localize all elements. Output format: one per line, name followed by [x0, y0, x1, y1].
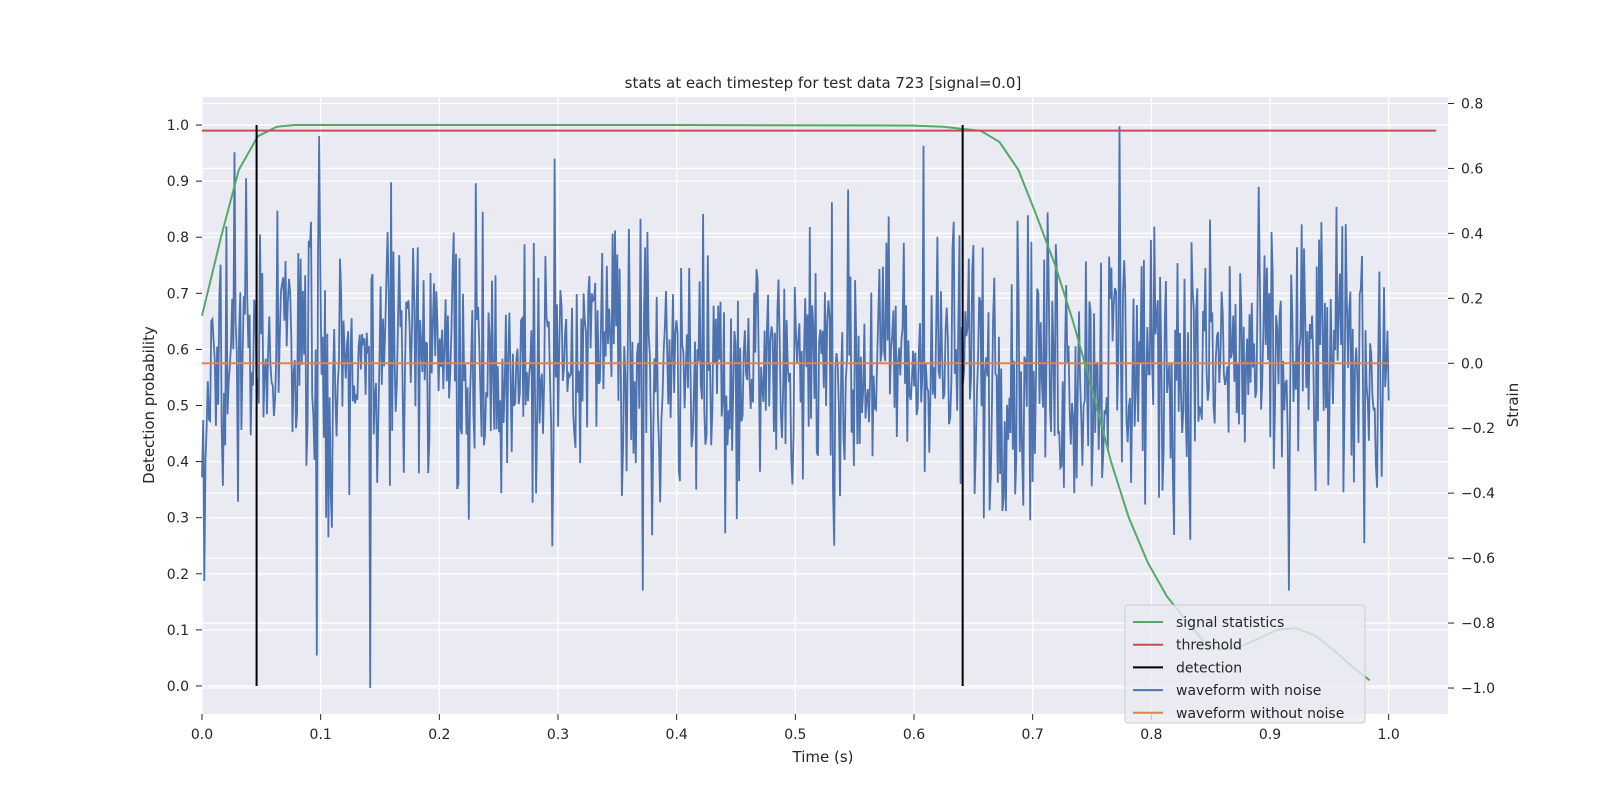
- y-left-tick-label: 0.7: [167, 286, 189, 302]
- x-tick-label: 0.2: [428, 727, 450, 743]
- chart-title: stats at each timestep for test data 723…: [625, 74, 1022, 92]
- y-left-tick-label: 0.9: [167, 174, 189, 190]
- legend-box: [1124, 604, 1366, 724]
- y-right-tick-label: −0.6: [1461, 551, 1495, 567]
- y-left-tick-label: 0.1: [167, 623, 189, 639]
- series-waveform-with-noise: [201, 126, 1390, 689]
- x-tick-label: 0.3: [547, 727, 569, 743]
- y-right-tick-label: 0.2: [1461, 291, 1483, 307]
- y-right-tick-label: −0.2: [1461, 421, 1495, 437]
- y-right-tick-label: 0.4: [1461, 226, 1483, 242]
- y-left-tick-label: 0.0: [167, 679, 189, 695]
- y-right-tick-label: 0.0: [1461, 356, 1483, 372]
- x-tick-label: 0.0: [191, 727, 213, 743]
- y-left-tick-label: 1.0: [167, 118, 189, 134]
- y-right-tick-label: −0.8: [1461, 616, 1495, 632]
- legend-label: waveform with noise: [1176, 683, 1321, 699]
- x-tick-label: 0.9: [1259, 727, 1281, 743]
- y-right-tick-label: 0.6: [1461, 161, 1483, 177]
- y-axis-right-label: Strain: [1504, 383, 1522, 427]
- y-left-tick-label: 0.5: [167, 399, 189, 415]
- legend-label: signal statistics: [1176, 615, 1284, 631]
- y-left-tick-label: 0.2: [167, 567, 189, 583]
- x-tick-label: 0.6: [903, 727, 925, 743]
- y-right-tick-label: −1.0: [1461, 681, 1495, 697]
- y-left-tick-label: 0.4: [167, 455, 189, 471]
- legend-label: threshold: [1176, 638, 1242, 654]
- legend-label: waveform without noise: [1176, 706, 1344, 722]
- axes: 0.0 0.1 0.2 0.3 0.4 0.5 0.6 0.7 0.8 0.9 1.0 0.0 0.1 0…: [167, 96, 1495, 743]
- legend-items: signal statistics threshold detection wavef…: [1133, 615, 1344, 722]
- y-right-tick-label: 0.8: [1461, 96, 1483, 112]
- y-left-tick-label: 0.8: [167, 230, 189, 246]
- y-axis-left-label: Detection probability: [140, 326, 158, 484]
- x-tick-label: 0.1: [310, 727, 332, 743]
- legend: signal statistics threshold detection wavef…: [1124, 604, 1366, 724]
- x-tick-label: 0.4: [666, 727, 688, 743]
- legend-label: detection: [1176, 660, 1242, 676]
- x-axis-label: Time (s): [792, 748, 854, 766]
- y-left-tick-label: 0.3: [167, 511, 189, 527]
- x-tick-label: 0.5: [784, 727, 806, 743]
- x-tick-label: 0.8: [1140, 727, 1162, 743]
- x-tick-label: 0.7: [1022, 727, 1044, 743]
- x-tick-label: 1.0: [1378, 727, 1400, 743]
- y-left-tick-label: 0.6: [167, 342, 189, 358]
- y-right-tick-label: −0.4: [1461, 486, 1495, 502]
